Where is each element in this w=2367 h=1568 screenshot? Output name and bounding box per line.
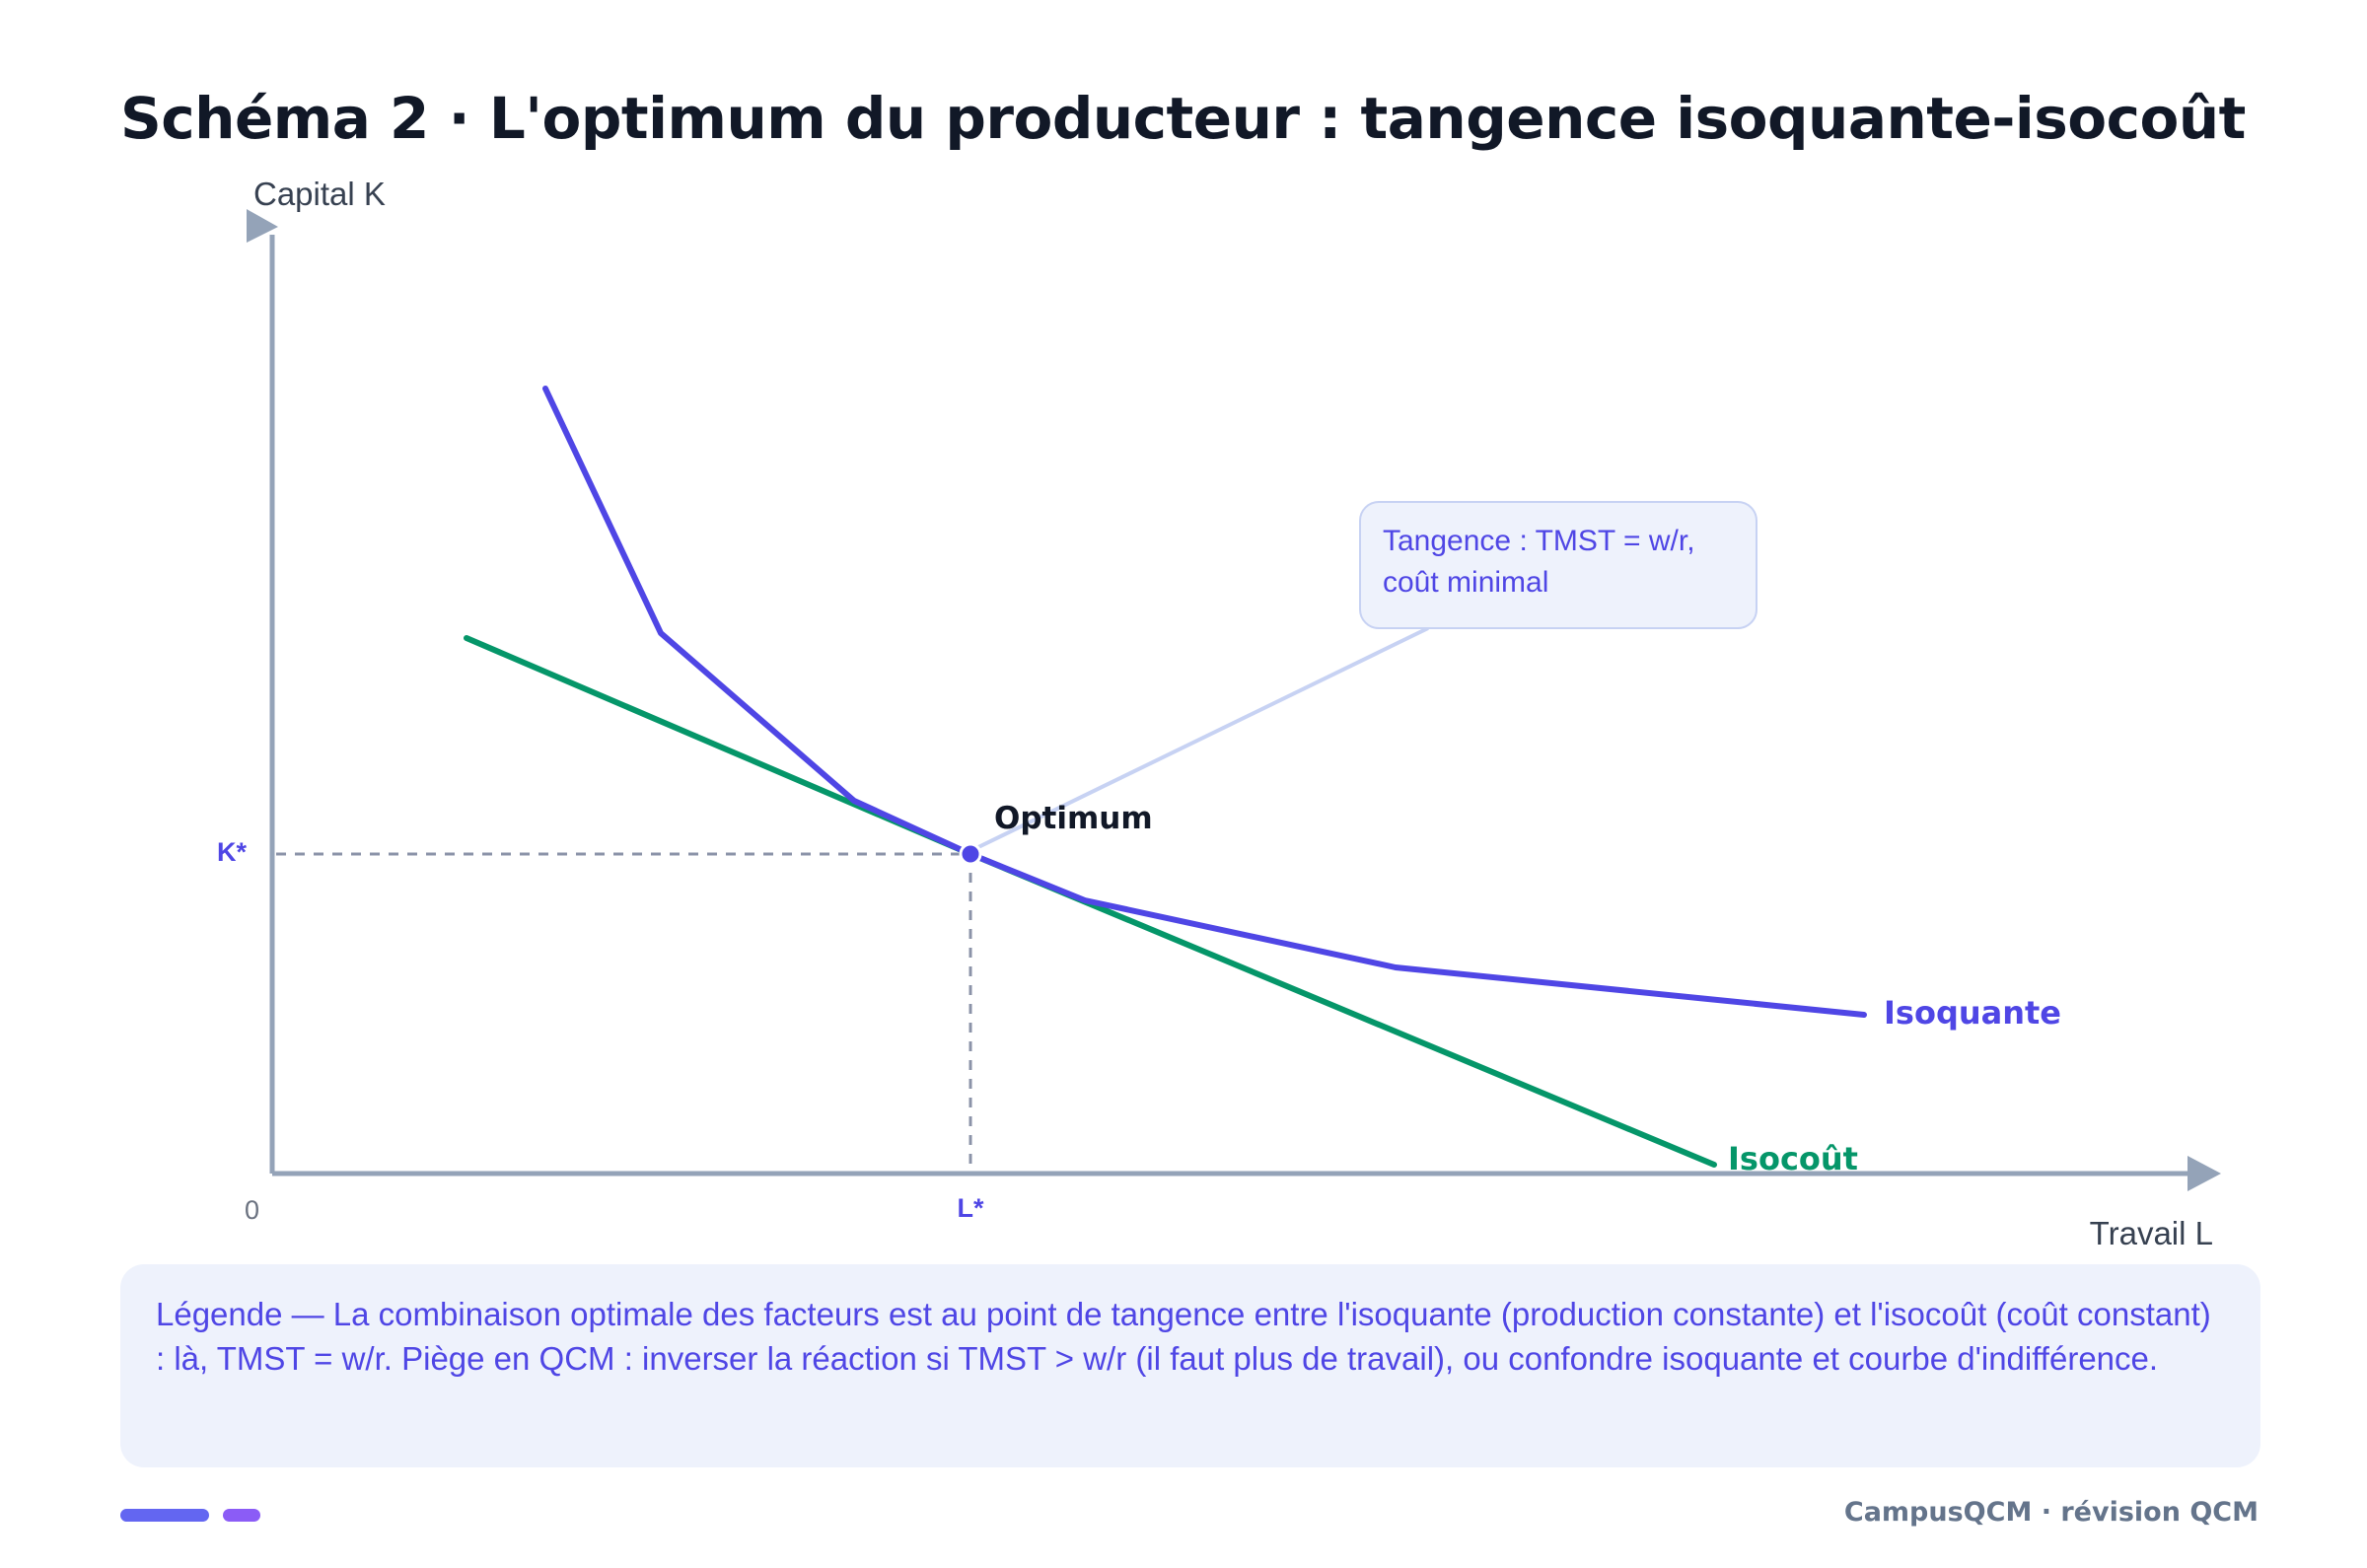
optimum-label: Optimum xyxy=(994,801,1153,836)
isoquant-curve xyxy=(542,386,1867,1018)
tangency-callout: Tangence : TMST = w/r, coût minimal xyxy=(1359,501,1757,629)
footer-accent-bar xyxy=(120,1509,209,1522)
legend-box: Légende — La combinaison optimale des fa… xyxy=(120,1264,2260,1467)
optimum-point xyxy=(959,842,982,866)
isocost-label: Isocoût xyxy=(1728,1140,1858,1177)
l-star-label: L* xyxy=(958,1193,984,1223)
isoquant-label: Isoquante xyxy=(1884,994,2061,1032)
footer-accent-dot xyxy=(223,1509,260,1522)
x-axis-arrow-icon xyxy=(2188,1156,2221,1191)
callout-line-1: Tangence : TMST = w/r, xyxy=(1383,525,1695,557)
y-axis-arrow-icon xyxy=(247,209,278,243)
k-star-label: K* xyxy=(217,837,247,867)
origin-label: 0 xyxy=(245,1195,259,1225)
x-axis-label: Travail L xyxy=(2090,1215,2213,1251)
legend-text: Légende — La combinaison optimale des fa… xyxy=(156,1296,2211,1377)
callout-connector xyxy=(975,626,1429,850)
callout-line-2: coût minimal xyxy=(1383,566,1549,599)
y-axis-label: Capital K xyxy=(253,176,386,212)
footer-brand: CampusQCM · révision QCM xyxy=(1843,1497,2259,1528)
page-title: Schéma 2 · L'optimum du producteur : tan… xyxy=(120,85,2246,152)
